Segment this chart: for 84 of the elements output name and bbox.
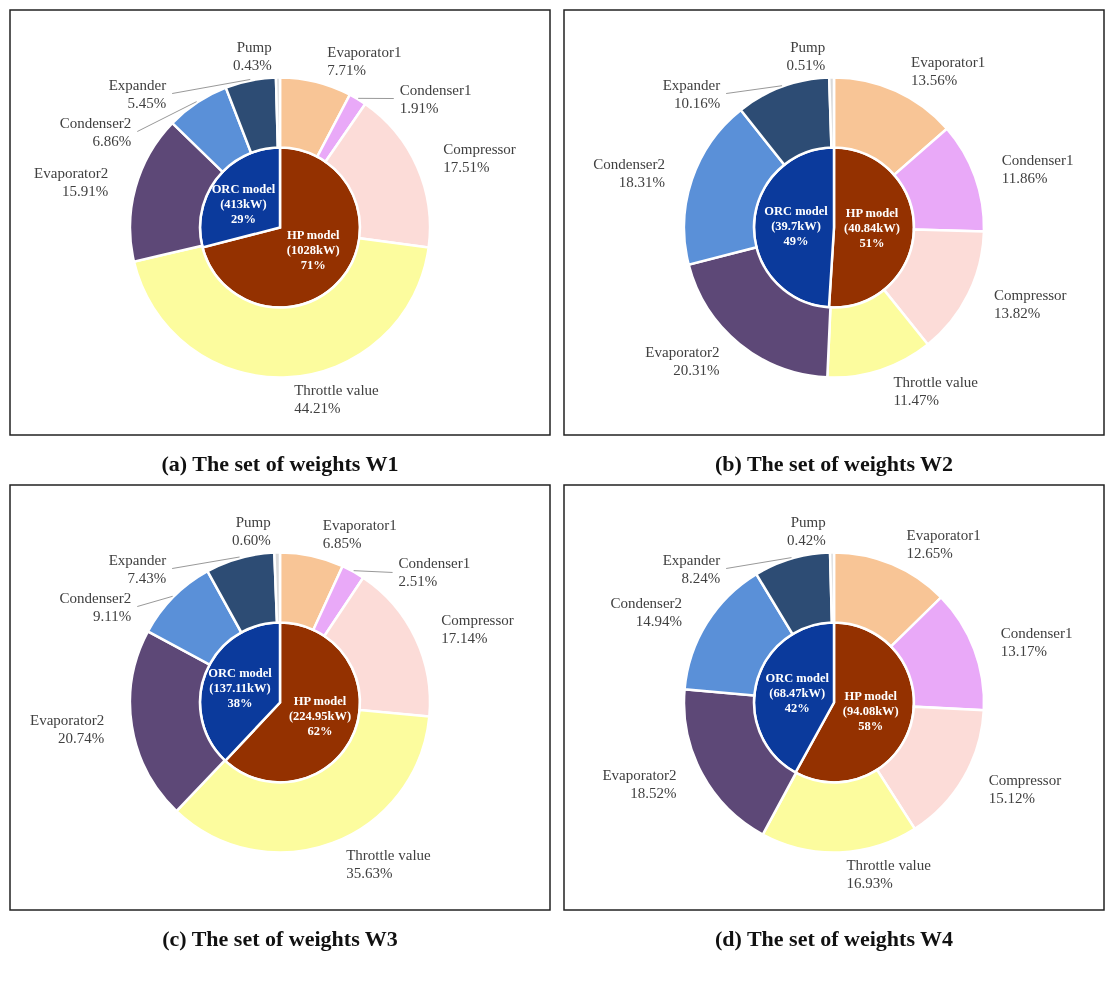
- data-label: 44.21%: [294, 400, 341, 417]
- slice-label: Evaporator1: [327, 43, 402, 60]
- slice-label: Evaporator1: [322, 517, 397, 534]
- slice-label: ORC model (68.47kW): [765, 670, 830, 700]
- slice-label: Evaporator1: [906, 526, 981, 543]
- data-label: 15.12%: [988, 789, 1035, 806]
- data-label: 16.93%: [846, 875, 893, 892]
- data-label: 0.42%: [786, 531, 826, 548]
- slice-label: Throttle value: [346, 846, 432, 863]
- data-label: 42%: [784, 700, 810, 715]
- data-label: 0.60%: [232, 531, 271, 548]
- slice-label: Expander: [108, 551, 167, 568]
- slice-label: ORC model (413kW): [211, 181, 276, 211]
- slice-label: Throttle value: [846, 857, 932, 874]
- data-label: 2.51%: [398, 573, 438, 590]
- slice-label: Condenser1: [398, 555, 471, 572]
- data-label: 6.85%: [322, 535, 362, 552]
- data-label: 17.14%: [441, 629, 488, 646]
- slice-label: Evaporator2: [29, 712, 105, 729]
- data-label: 38%: [227, 696, 253, 711]
- data-label: 11.86%: [1001, 170, 1048, 187]
- data-label: 58%: [858, 719, 884, 734]
- data-label: 13.56%: [911, 71, 958, 88]
- data-label: 1.91%: [399, 99, 439, 116]
- data-label: 18.52%: [630, 785, 677, 802]
- slice-label: ORC model (39.7kW): [764, 203, 829, 233]
- slice-label: Compressor: [441, 611, 514, 628]
- slice-label: Evaporator2: [602, 767, 677, 784]
- slice-label: HP model (224.95kW): [288, 693, 352, 723]
- data-label: 49%: [783, 233, 809, 248]
- slice-label: Throttle value: [294, 382, 380, 399]
- slice-label: Expander: [662, 76, 721, 93]
- data-label: 11.47%: [893, 392, 940, 408]
- data-label: 51%: [859, 236, 885, 251]
- slice-label: Pump: [790, 38, 826, 55]
- slice-label: Evaporator2: [645, 343, 720, 360]
- data-label: 8.24%: [681, 569, 721, 586]
- slice-label: Condenser1: [1000, 624, 1073, 641]
- slice-label: Evaporator2: [34, 164, 109, 181]
- text: (d) The set of weights W4: [714, 926, 954, 951]
- data-label: 10.16%: [673, 94, 721, 111]
- slice-label: Compressor: [988, 771, 1062, 788]
- data-label: 0.43%: [232, 56, 272, 73]
- data-label: 29%: [230, 211, 256, 226]
- slice-label: Condenser2: [593, 155, 666, 172]
- data-label: 15.91%: [62, 182, 109, 199]
- data-label: 62%: [307, 723, 333, 738]
- data-label: 6.86%: [92, 132, 132, 149]
- data-label: 14.94%: [635, 612, 683, 629]
- data-label: 20.74%: [57, 730, 105, 747]
- slice-label: ORC model (137.11kW): [208, 666, 273, 696]
- data-label: 17.51%: [443, 158, 490, 175]
- data-label: 7.71%: [327, 61, 367, 78]
- slice-label: Compressor: [443, 140, 516, 157]
- slice-label: Evaporator1: [911, 53, 986, 70]
- slice-label: Condenser1: [1001, 152, 1074, 169]
- text: (c) The set of weights W3: [162, 926, 398, 951]
- slice-label: Condenser2: [59, 589, 132, 606]
- data-label: 18.31%: [618, 173, 666, 190]
- text: (a) The set of weights W1: [161, 451, 399, 476]
- slice-label: Condenser2: [59, 114, 132, 131]
- slice-label: HP model (94.08kW): [842, 689, 899, 719]
- data-label: 71%: [300, 258, 326, 273]
- data-label: 13.82%: [994, 304, 1041, 321]
- data-label: 7.43%: [127, 569, 167, 586]
- data-label: 12.65%: [906, 544, 953, 561]
- slice-label: Pump: [790, 513, 826, 530]
- slice-label: HP model (1028kW): [286, 228, 340, 258]
- slice-label: HP model (40.84kW): [844, 206, 900, 236]
- data-label: 9.11%: [93, 607, 132, 624]
- slice-label: Pump: [235, 513, 271, 530]
- slice-label: Throttle value: [893, 374, 979, 390]
- data-label: 35.63%: [346, 864, 393, 881]
- slice-label: Condenser1: [399, 81, 472, 98]
- slice-label: Compressor: [994, 286, 1067, 303]
- slice-label: Condenser2: [610, 594, 683, 611]
- slice-label: Expander: [108, 76, 167, 93]
- slice-label: Pump: [236, 38, 272, 55]
- data-label: 5.45%: [127, 94, 167, 111]
- text: (b) The set of weights W2: [714, 451, 954, 476]
- slice-label: Expander: [662, 551, 721, 568]
- data-label: 0.51%: [786, 56, 826, 73]
- data-label: 20.31%: [673, 361, 720, 378]
- data-label: 13.17%: [1000, 642, 1048, 659]
